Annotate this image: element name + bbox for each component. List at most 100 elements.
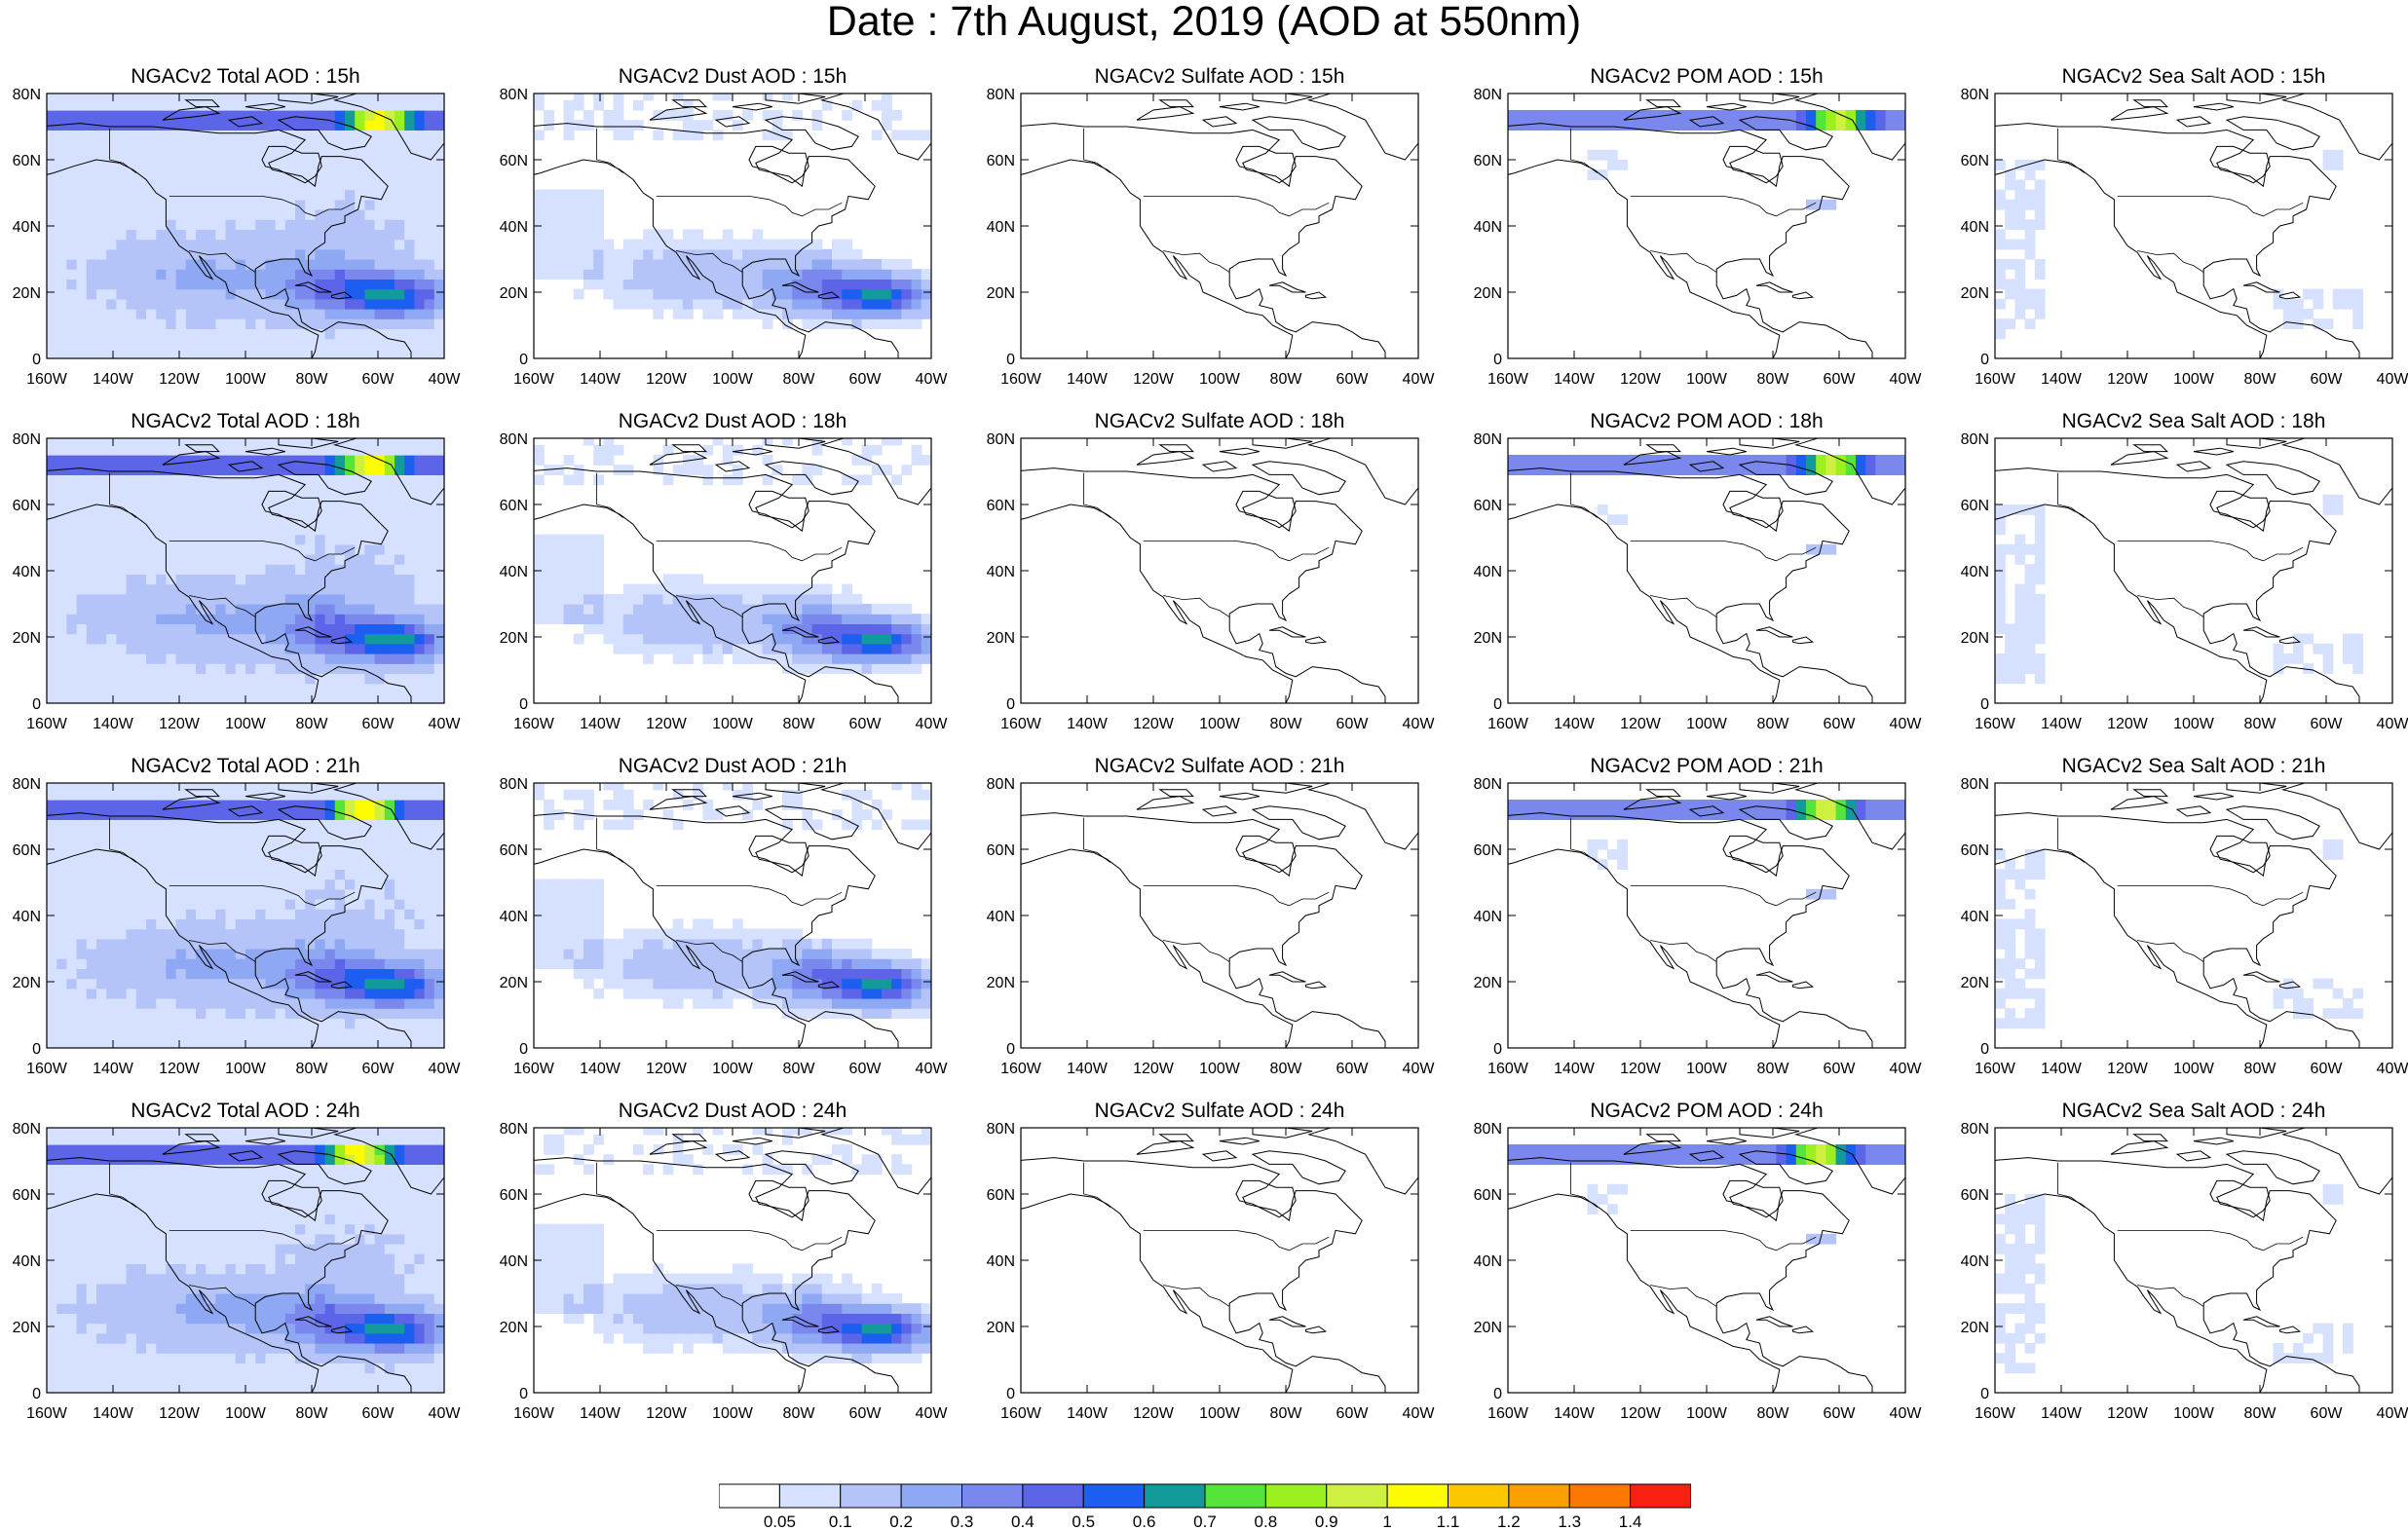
map-panel-sulfate-21h: NGACv2 Sulfate AOD : 21h 160W 140W 120W 100W…: [987, 754, 1469, 1085]
aod-field: [1021, 1128, 1418, 1393]
y-tick-label: 0: [32, 352, 41, 368]
colorbar-label: 0.4: [1011, 1512, 1035, 1531]
colorbar-box: [719, 1483, 780, 1509]
y-tick-label: 20N: [1474, 975, 1502, 991]
x-tick-label: 140W: [1067, 1061, 1109, 1077]
y-tick-label: 60N: [500, 153, 528, 169]
y-tick-label: 40N: [500, 909, 528, 925]
x-tick-label: 120W: [159, 1405, 201, 1422]
y-tick-label: 40N: [13, 909, 41, 925]
x-tick-label: 160W: [26, 1405, 68, 1422]
map-plot: 160W 140W 120W 100W 80W 60W 40W 80N 60N 40N 20N 0: [1961, 776, 2408, 1077]
aod-field: [47, 438, 444, 703]
y-tick-label: 0: [32, 696, 41, 713]
x-tick-label: 120W: [646, 1061, 688, 1077]
x-tick-label: 100W: [1686, 371, 1728, 388]
y-tick-label: 20N: [500, 1320, 528, 1336]
x-tick-label: 80W: [2244, 1405, 2277, 1422]
y-tick-label: 60N: [987, 1187, 1015, 1204]
coastlines: [1995, 783, 2392, 1048]
x-tick-label: 60W: [362, 371, 395, 388]
x-tick-label: 140W: [1067, 716, 1109, 732]
aod-field: [47, 783, 444, 1048]
panel-title: NGACv2 Total AOD : 21h: [131, 755, 360, 777]
colorbar-box: [961, 1483, 1024, 1509]
x-tick-label: 140W: [580, 371, 621, 388]
x-tick-label: 140W: [1554, 1061, 1596, 1077]
y-tick-label: 20N: [13, 975, 41, 991]
x-tick-label: 120W: [2107, 371, 2149, 388]
y-tick-label: 60N: [1474, 498, 1502, 514]
x-tick-label: 60W: [2311, 716, 2344, 732]
y-tick-label: 80N: [500, 776, 528, 793]
panel-title: NGACv2 POM AOD : 15h: [1590, 65, 1824, 88]
colorbar-box: [1326, 1483, 1388, 1509]
x-tick-label: 120W: [2107, 1405, 2149, 1422]
aod-field: [1021, 438, 1418, 703]
panel-title: NGACv2 Total AOD : 18h: [131, 410, 360, 432]
y-tick-label: 20N: [987, 285, 1015, 302]
x-tick-label: 120W: [646, 1405, 688, 1422]
y-tick-label: 20N: [987, 975, 1015, 991]
map-plot: 160W 140W 120W 100W 80W 60W 40W 80N 60N 40N 20N 0: [987, 87, 1436, 388]
x-tick-label: 160W: [26, 716, 68, 732]
x-tick-label: 100W: [1686, 716, 1728, 732]
colorbar-box: [1630, 1483, 1691, 1509]
map-plot: 160W 140W 120W 100W 80W 60W 40W 80N 60N 40N 20N 0: [1474, 776, 1923, 1077]
y-tick-label: 20N: [13, 630, 41, 647]
y-tick-label: 0: [1493, 1041, 1502, 1058]
map-plot: 160W 140W 120W 100W 80W 60W 40W 80N 60N 40N 20N 0: [13, 431, 462, 732]
map-panel-sulfate-15h: NGACv2 Sulfate AOD : 15h 160W 140W 120W 100W…: [987, 64, 1469, 395]
aod-field: [1508, 93, 1905, 358]
map-plot: 160W 140W 120W 100W 80W 60W 40W 80N 60N 40N 20N 0: [987, 776, 1436, 1077]
panel-title: NGACv2 Total AOD : 24h: [131, 1100, 360, 1122]
x-tick-label: 80W: [296, 1061, 329, 1077]
y-tick-label: 80N: [1474, 87, 1502, 103]
coastlines: [534, 93, 931, 358]
x-tick-label: 160W: [1975, 1061, 2016, 1077]
x-tick-label: 100W: [1686, 1405, 1728, 1422]
x-tick-label: 160W: [1975, 1405, 2016, 1422]
x-tick-label: 120W: [1620, 371, 1662, 388]
map-plot: 160W 140W 120W 100W 80W 60W 40W 80N 60N 40N 20N 0: [13, 1121, 462, 1422]
x-tick-label: 100W: [2173, 1405, 2215, 1422]
y-tick-label: 0: [1006, 1386, 1015, 1402]
aod-field: [47, 93, 444, 358]
coastlines: [534, 438, 931, 703]
x-tick-label: 160W: [26, 1061, 68, 1077]
x-tick-label: 60W: [362, 1061, 395, 1077]
x-tick-label: 140W: [93, 716, 134, 732]
x-tick-label: 120W: [1620, 1405, 1662, 1422]
coastlines: [47, 93, 444, 358]
x-tick-label: 120W: [1620, 716, 1662, 732]
coastlines: [1021, 93, 1418, 358]
y-tick-label: 60N: [987, 498, 1015, 514]
x-tick-label: 100W: [1199, 371, 1241, 388]
y-tick-label: 80N: [13, 776, 41, 793]
y-tick-label: 60N: [1961, 498, 1989, 514]
colorbar-box: [900, 1483, 963, 1509]
panel-title: NGACv2 Sulfate AOD : 18h: [1094, 410, 1345, 432]
y-tick-label: 60N: [13, 153, 41, 169]
x-tick-label: 80W: [783, 371, 816, 388]
aod-field: [534, 438, 931, 703]
panel-title: NGACv2 POM AOD : 21h: [1590, 755, 1824, 777]
x-tick-label: 120W: [646, 371, 688, 388]
map-panel-pom-15h: NGACv2 POM AOD : 15h 160W 140W 120W 100W 80W 6…: [1474, 64, 1956, 395]
x-tick-label: 120W: [1133, 716, 1175, 732]
y-tick-label: 80N: [13, 87, 41, 103]
map-plot: 160W 140W 120W 100W 80W 60W 40W 80N 60N 40N 20N 0: [1474, 87, 1923, 388]
x-tick-label: 140W: [2041, 1405, 2083, 1422]
y-tick-label: 80N: [1961, 87, 1989, 103]
x-tick-label: 60W: [362, 716, 395, 732]
y-tick-label: 0: [519, 1041, 528, 1058]
x-tick-label: 140W: [93, 1061, 134, 1077]
y-tick-label: 20N: [1961, 285, 1989, 302]
x-tick-label: 40W: [916, 716, 949, 732]
panel-title: NGACv2 Sulfate AOD : 24h: [1094, 1100, 1345, 1122]
x-tick-label: 140W: [1067, 371, 1109, 388]
y-tick-label: 20N: [1961, 1320, 1989, 1336]
x-tick-label: 160W: [1487, 1405, 1529, 1422]
x-tick-label: 140W: [580, 1061, 621, 1077]
x-tick-label: 40W: [2377, 1061, 2408, 1077]
